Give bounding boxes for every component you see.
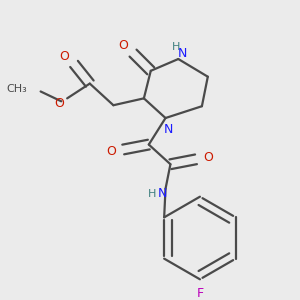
Text: O: O bbox=[106, 145, 116, 158]
Text: H: H bbox=[148, 189, 156, 199]
Text: N: N bbox=[164, 123, 173, 136]
Text: CH₃: CH₃ bbox=[6, 85, 27, 94]
Text: O: O bbox=[118, 39, 128, 52]
Text: F: F bbox=[196, 286, 203, 300]
Text: O: O bbox=[203, 151, 213, 164]
Text: N: N bbox=[158, 187, 167, 200]
Text: O: O bbox=[59, 50, 69, 63]
Text: H: H bbox=[172, 42, 181, 52]
Text: O: O bbox=[54, 97, 64, 110]
Text: N: N bbox=[178, 46, 187, 60]
